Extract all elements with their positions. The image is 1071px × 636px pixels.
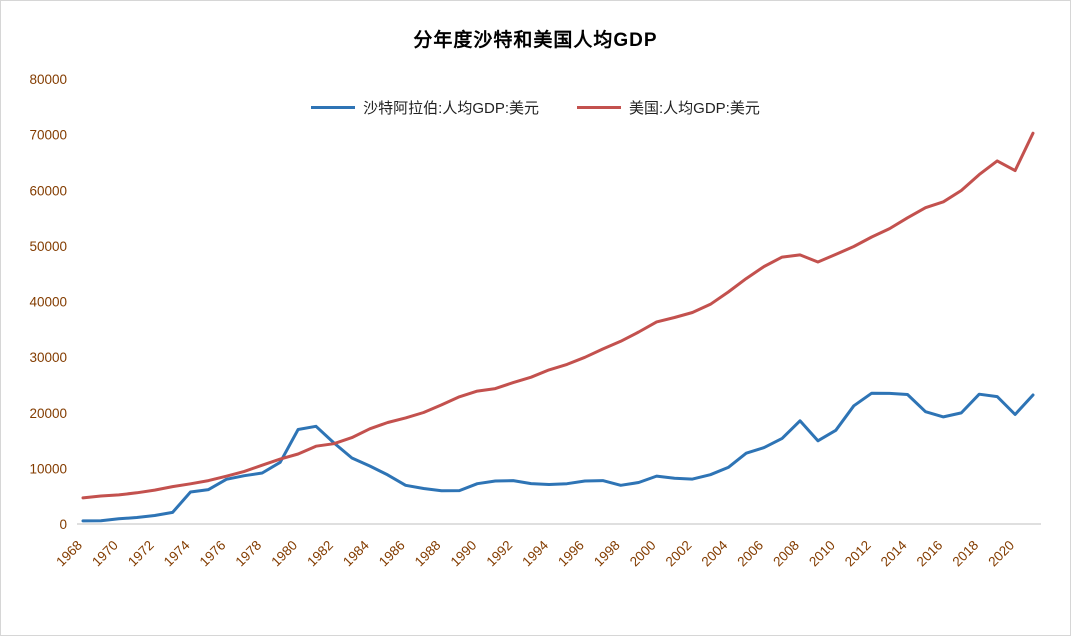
svg-text:2004: 2004 bbox=[699, 537, 731, 569]
svg-text:80000: 80000 bbox=[29, 72, 67, 87]
legend-swatch-us bbox=[577, 106, 621, 109]
svg-text:1982: 1982 bbox=[304, 538, 336, 570]
svg-text:1976: 1976 bbox=[197, 538, 229, 570]
svg-text:0: 0 bbox=[59, 517, 67, 532]
svg-text:2020: 2020 bbox=[985, 538, 1017, 570]
svg-text:2016: 2016 bbox=[914, 538, 946, 570]
svg-text:20000: 20000 bbox=[29, 406, 67, 421]
legend: 沙特阿拉伯:人均GDP:美元 美国:人均GDP:美元 bbox=[1, 97, 1070, 118]
svg-text:30000: 30000 bbox=[29, 350, 67, 365]
svg-text:1984: 1984 bbox=[340, 537, 372, 569]
svg-text:2008: 2008 bbox=[770, 538, 802, 570]
svg-text:60000: 60000 bbox=[29, 183, 67, 198]
svg-text:40000: 40000 bbox=[29, 295, 67, 310]
svg-text:2006: 2006 bbox=[734, 538, 766, 570]
svg-text:1986: 1986 bbox=[376, 538, 408, 570]
svg-text:1990: 1990 bbox=[448, 538, 480, 570]
svg-text:50000: 50000 bbox=[29, 239, 67, 254]
svg-text:1992: 1992 bbox=[483, 538, 515, 570]
legend-swatch-saudi bbox=[311, 106, 356, 109]
svg-text:1970: 1970 bbox=[89, 538, 121, 570]
legend-label-us: 美国:人均GDP:美元 bbox=[629, 100, 760, 117]
svg-text:1998: 1998 bbox=[591, 538, 623, 570]
svg-text:1980: 1980 bbox=[268, 538, 300, 570]
svg-text:1978: 1978 bbox=[233, 538, 265, 570]
svg-text:2002: 2002 bbox=[663, 538, 695, 570]
legend-item-us: 美国:人均GDP:美元 bbox=[577, 97, 760, 118]
svg-text:2010: 2010 bbox=[806, 538, 838, 570]
svg-text:2012: 2012 bbox=[842, 538, 874, 570]
svg-text:2014: 2014 bbox=[878, 537, 910, 569]
svg-text:1988: 1988 bbox=[412, 538, 444, 570]
svg-text:10000: 10000 bbox=[29, 461, 67, 476]
svg-text:1972: 1972 bbox=[125, 538, 157, 570]
svg-text:2000: 2000 bbox=[627, 538, 659, 570]
svg-text:1996: 1996 bbox=[555, 538, 587, 570]
svg-text:70000: 70000 bbox=[29, 128, 67, 143]
legend-item-saudi: 沙特阿拉伯:人均GDP:美元 bbox=[311, 97, 539, 118]
svg-text:1974: 1974 bbox=[161, 537, 193, 569]
legend-label-saudi: 沙特阿拉伯:人均GDP:美元 bbox=[363, 100, 539, 117]
svg-text:1994: 1994 bbox=[519, 537, 551, 569]
chart-title: 分年度沙特和美国人均GDP bbox=[413, 30, 658, 51]
svg-text:1968: 1968 bbox=[53, 538, 85, 570]
svg-text:2018: 2018 bbox=[949, 538, 981, 570]
